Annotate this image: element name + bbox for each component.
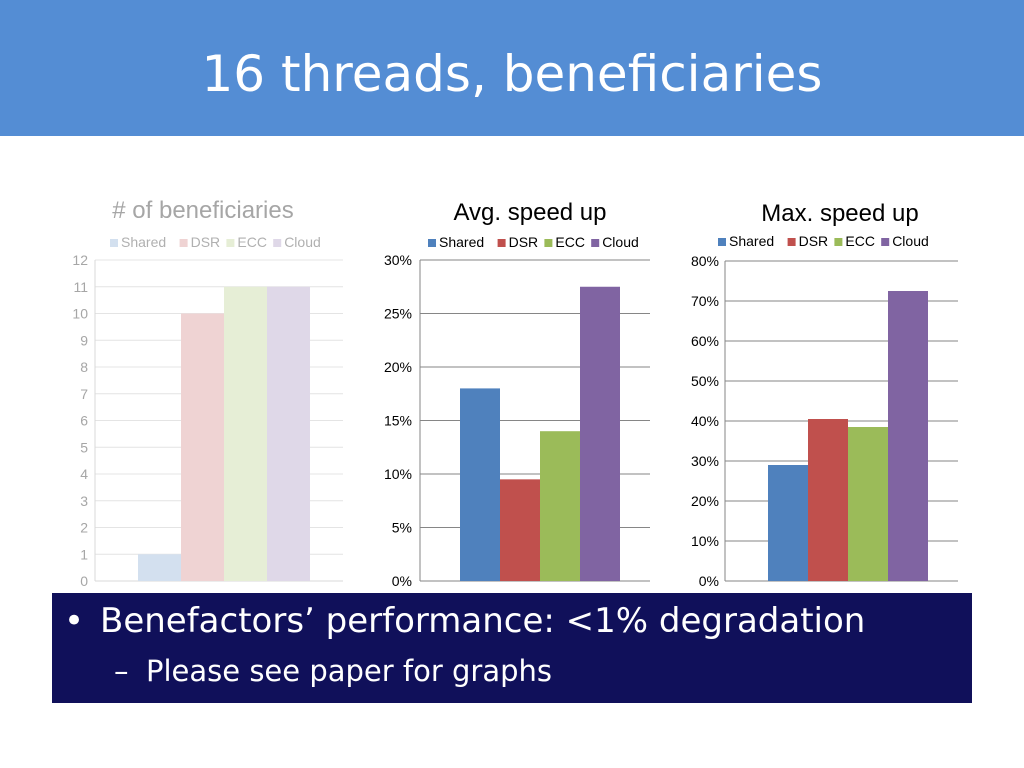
y-tick-label: 0% bbox=[699, 573, 719, 589]
bar-dsr bbox=[808, 419, 848, 581]
y-tick-label: 1 bbox=[80, 546, 88, 562]
legend-label: Shared bbox=[439, 234, 484, 250]
chart-title: # of beneficiaries bbox=[112, 197, 293, 224]
sub-bullet-marker: – bbox=[114, 654, 129, 688]
bar-cloud bbox=[267, 286, 310, 581]
y-tick-label: 6 bbox=[80, 413, 88, 429]
y-tick-label: 20% bbox=[691, 493, 719, 509]
bar-dsr bbox=[181, 313, 224, 581]
legend-label: DSR bbox=[191, 234, 221, 250]
y-tick-label: 20% bbox=[384, 359, 412, 375]
y-tick-label: 40% bbox=[691, 413, 719, 429]
bar-shared bbox=[460, 388, 500, 581]
y-tick-label: 25% bbox=[384, 306, 412, 322]
sub-bullet-item: – Please see paper for graphs bbox=[114, 651, 552, 691]
sub-bullet-text: Please see paper for graphs bbox=[146, 654, 552, 688]
slide-header: 16 threads, beneficiaries bbox=[0, 0, 1024, 136]
legend-label: Shared bbox=[729, 233, 774, 249]
legend-label: DSR bbox=[509, 234, 539, 250]
chart-title: Avg. speed up bbox=[453, 199, 606, 226]
y-tick-label: 7 bbox=[80, 386, 88, 402]
legend-swatch bbox=[179, 239, 188, 247]
y-tick-label: 70% bbox=[691, 293, 719, 309]
y-tick-label: 2 bbox=[80, 520, 88, 536]
legend-label: ECC bbox=[237, 234, 267, 250]
chart-title: Max. speed up bbox=[761, 200, 918, 227]
legend-label: ECC bbox=[845, 233, 875, 249]
bullet-text: Benefactors’ performance: <1% degradatio… bbox=[100, 601, 866, 641]
bar-ecc bbox=[224, 286, 267, 581]
legend-label: Cloud bbox=[284, 234, 321, 250]
y-tick-label: 60% bbox=[691, 333, 719, 349]
y-tick-label: 9 bbox=[80, 332, 88, 348]
y-tick-label: 5% bbox=[392, 520, 412, 536]
bar-shared bbox=[768, 465, 808, 581]
legend-label: Cloud bbox=[602, 234, 639, 250]
legend-swatch bbox=[787, 238, 796, 246]
legend-swatch bbox=[718, 238, 726, 246]
legend-swatch bbox=[881, 238, 890, 246]
legend-swatch bbox=[591, 239, 600, 247]
y-tick-label: 4 bbox=[80, 466, 88, 482]
y-tick-label: 80% bbox=[691, 253, 719, 269]
legend-swatch bbox=[273, 239, 282, 247]
legend-swatch bbox=[834, 238, 843, 246]
summary-box: • Benefactors’ performance: <1% degradati… bbox=[52, 593, 972, 703]
legend-label: Cloud bbox=[892, 233, 929, 249]
y-tick-label: 50% bbox=[691, 373, 719, 389]
y-tick-label: 3 bbox=[80, 493, 88, 509]
bar-cloud bbox=[888, 291, 928, 581]
legend-swatch bbox=[544, 239, 553, 247]
legend-label: Shared bbox=[121, 234, 166, 250]
y-tick-label: 30% bbox=[691, 453, 719, 469]
y-tick-label: 8 bbox=[80, 359, 88, 375]
bar-dsr bbox=[500, 479, 540, 581]
y-tick-label: 10% bbox=[691, 533, 719, 549]
y-tick-label: 30% bbox=[384, 252, 412, 268]
legend-swatch bbox=[110, 239, 118, 247]
legend-label: ECC bbox=[555, 234, 585, 250]
bullet-item: • Benefactors’ performance: <1% degradati… bbox=[64, 599, 865, 643]
bullet-marker: • bbox=[64, 601, 85, 641]
y-tick-label: 11 bbox=[73, 279, 88, 295]
bar-ecc bbox=[848, 427, 888, 581]
legend-swatch bbox=[428, 239, 436, 247]
y-tick-label: 12 bbox=[72, 252, 88, 268]
bar-cloud bbox=[580, 286, 620, 581]
legend-swatch bbox=[497, 239, 506, 247]
y-tick-label: 15% bbox=[384, 413, 412, 429]
y-tick-label: 0% bbox=[392, 573, 412, 589]
slide-title: 16 threads, beneficiaries bbox=[201, 45, 823, 103]
legend-label: DSR bbox=[799, 233, 829, 249]
bar-shared bbox=[138, 554, 181, 581]
legend-swatch bbox=[226, 239, 235, 247]
y-tick-label: 0 bbox=[80, 573, 88, 589]
y-tick-label: 10% bbox=[384, 466, 412, 482]
y-tick-label: 10 bbox=[72, 306, 88, 322]
y-tick-label: 5 bbox=[80, 439, 88, 455]
bar-ecc bbox=[540, 431, 580, 581]
